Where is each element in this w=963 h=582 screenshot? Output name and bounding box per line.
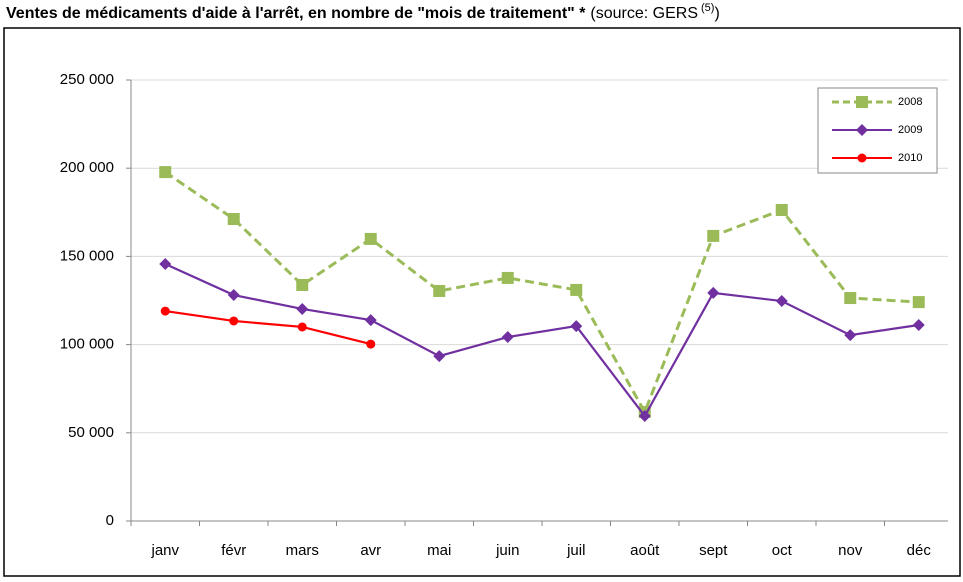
x-tick-label: avr bbox=[360, 542, 381, 559]
x-tick-label: févr bbox=[221, 542, 246, 559]
x-tick-label: déc bbox=[907, 542, 932, 559]
y-tick-label: 200 000 bbox=[60, 159, 114, 176]
series-line bbox=[164, 170, 919, 416]
data-point bbox=[570, 320, 583, 333]
data-point bbox=[844, 329, 857, 342]
data-point bbox=[160, 306, 170, 316]
data-point bbox=[364, 232, 377, 245]
legend-label: 2010 bbox=[898, 152, 922, 164]
data-point bbox=[159, 257, 172, 270]
chart-title: Ventes de médicaments d'aide à l'arrêt, … bbox=[6, 2, 720, 22]
data-point bbox=[433, 350, 446, 363]
data-point bbox=[912, 296, 925, 309]
data-point bbox=[296, 278, 309, 291]
source-close: ) bbox=[714, 5, 719, 22]
x-tick-label: oct bbox=[772, 542, 793, 559]
y-tick-label: 150 000 bbox=[60, 247, 114, 264]
series-line bbox=[164, 262, 919, 419]
data-point bbox=[229, 316, 239, 326]
chart-frame bbox=[3, 27, 961, 577]
y-tick-label: 250 000 bbox=[60, 71, 114, 88]
data-point bbox=[433, 284, 446, 297]
x-tick-label: sept bbox=[699, 542, 728, 559]
data-point bbox=[501, 271, 514, 284]
y-tick-label: 0 bbox=[106, 512, 114, 529]
data-point bbox=[707, 229, 720, 242]
data-point bbox=[707, 286, 720, 299]
legend-label: 2009 bbox=[898, 124, 922, 136]
data-point bbox=[364, 314, 377, 327]
data-point bbox=[159, 166, 172, 179]
legend-marker bbox=[856, 124, 868, 136]
legend-label: 2008 bbox=[898, 96, 922, 108]
data-point bbox=[570, 283, 583, 296]
data-point bbox=[297, 322, 307, 332]
data-point bbox=[296, 302, 309, 315]
source-ref: (5) bbox=[701, 2, 714, 14]
y-tick-label: 100 000 bbox=[60, 336, 114, 353]
series-line bbox=[165, 309, 372, 346]
x-tick-label: juil bbox=[566, 542, 585, 559]
legend-marker bbox=[856, 96, 868, 108]
x-tick-label: juin bbox=[495, 542, 519, 559]
data-point bbox=[775, 295, 788, 308]
source: (source: GERS bbox=[590, 5, 698, 22]
y-tick-label: 50 000 bbox=[68, 424, 114, 441]
x-tick-label: mai bbox=[427, 542, 451, 559]
data-point bbox=[501, 331, 514, 344]
data-point bbox=[912, 319, 925, 332]
data-point bbox=[366, 339, 376, 349]
x-tick-label: août bbox=[630, 542, 660, 559]
data-point bbox=[844, 292, 857, 305]
title-main: Ventes de médicaments d'aide à l'arrêt, … bbox=[6, 5, 586, 22]
legend-marker bbox=[857, 153, 867, 163]
x-tick-label: nov bbox=[838, 542, 863, 559]
data-point bbox=[638, 410, 651, 423]
x-tick-label: mars bbox=[286, 542, 319, 559]
data-point bbox=[227, 213, 240, 226]
data-point bbox=[775, 204, 788, 217]
data-point bbox=[227, 289, 240, 302]
x-tick-label: janv bbox=[150, 542, 179, 559]
